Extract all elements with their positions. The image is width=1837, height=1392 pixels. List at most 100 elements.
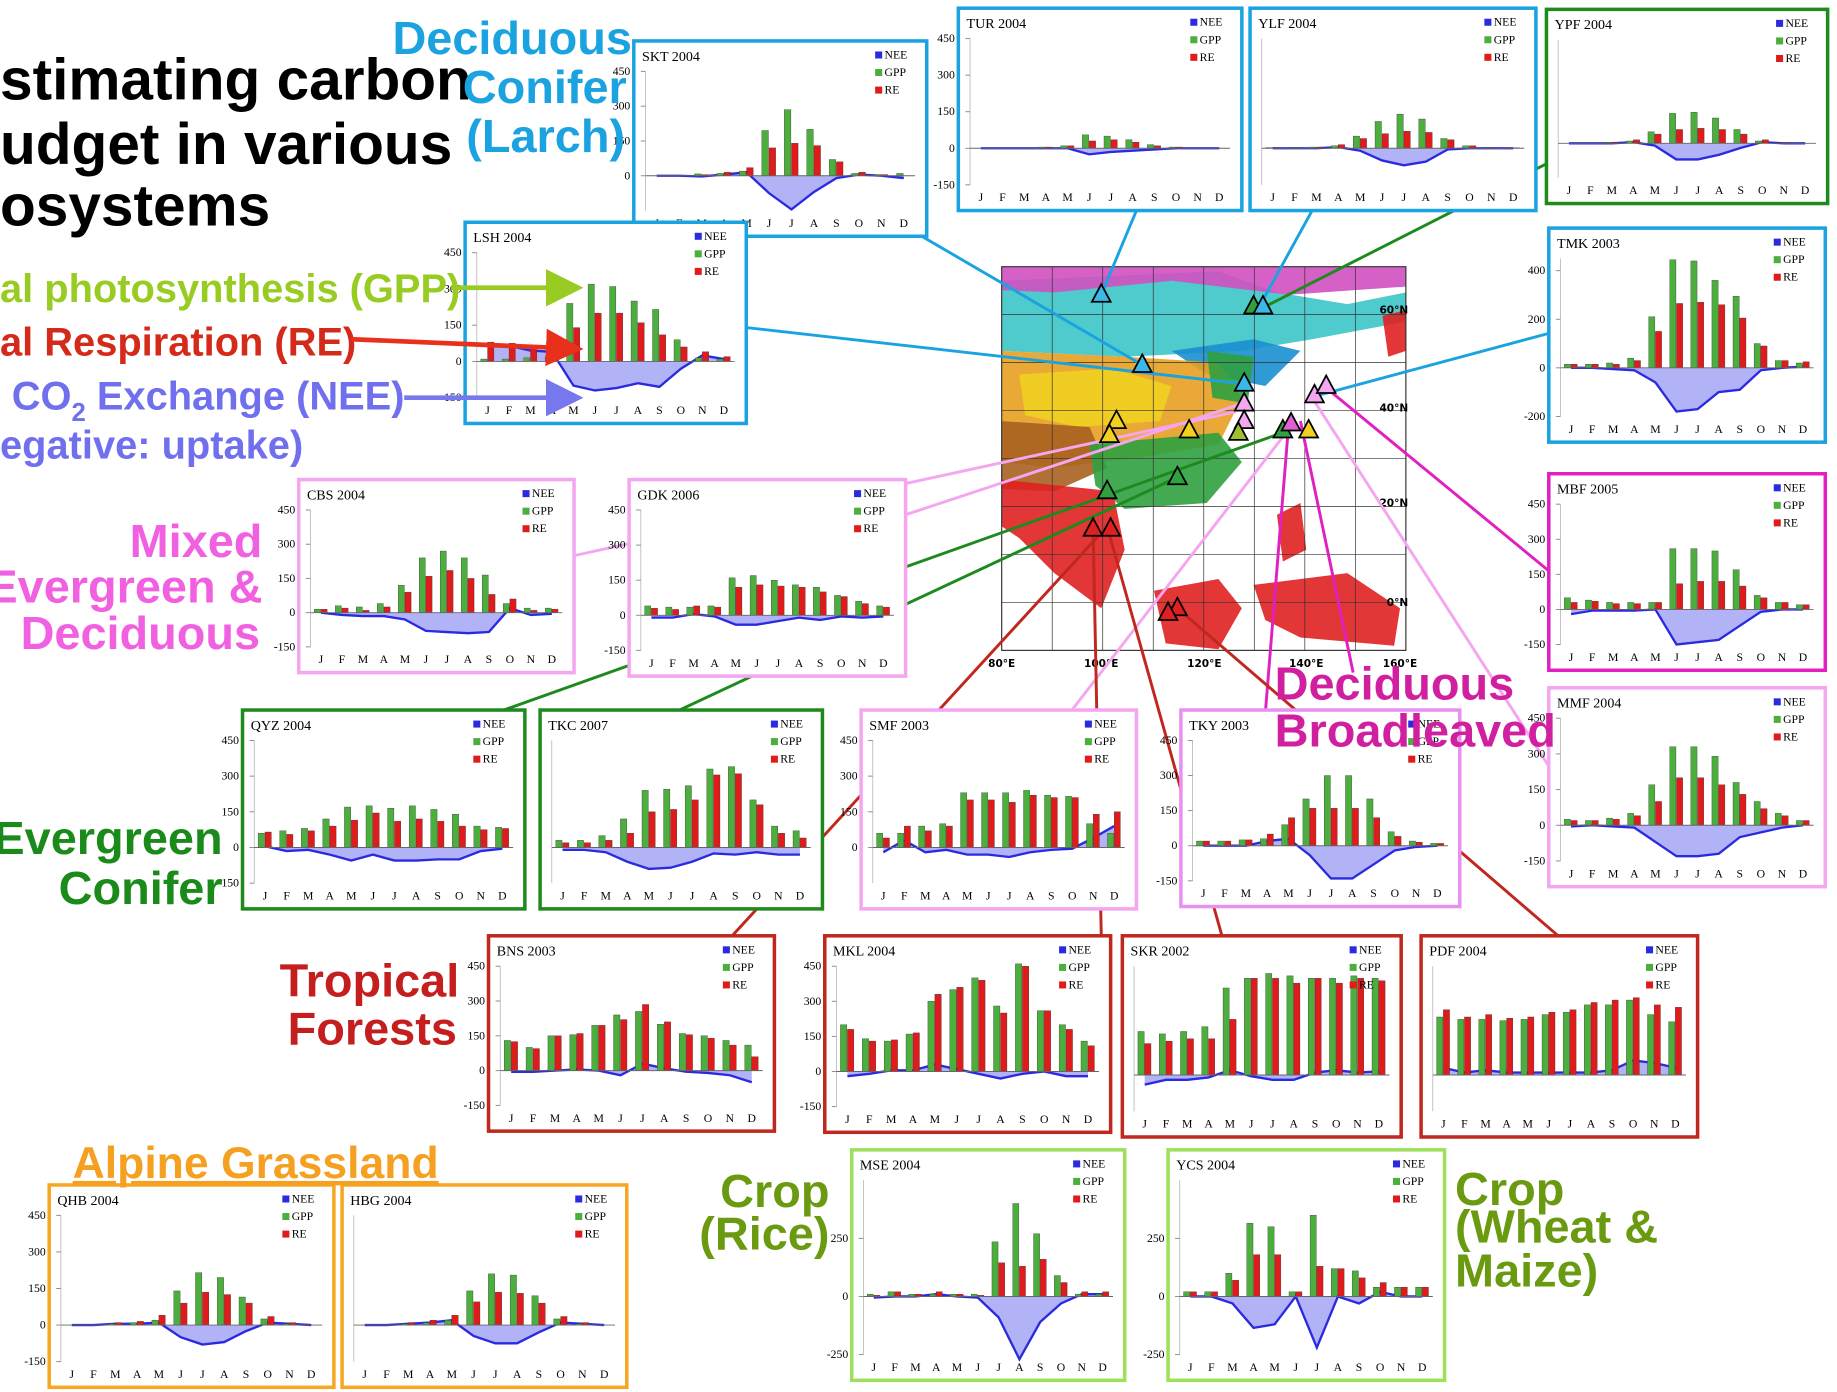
x-tick-label: S [1737,867,1744,880]
bar-gpp [792,584,799,616]
bar-gpp [523,607,531,613]
x-tick-label: A [810,217,819,230]
bar-re [648,811,656,848]
y-tick-label: 300 [278,538,296,551]
map-lon-label: 140°E [1289,658,1323,670]
legend-swatch [854,490,862,498]
bar-gpp [1733,129,1741,144]
bar-gpp [1265,973,1273,1076]
bar-re [1250,978,1258,1076]
bar-re [890,1039,898,1072]
y-tick-label: -150 [1524,854,1546,867]
bar-gpp [398,585,405,613]
x-tick-label: O [264,1368,272,1381]
bar-re [723,172,731,176]
bar-re [136,1321,144,1326]
bar-gpp [840,1024,848,1072]
legend-label: RE [1783,271,1798,284]
legend-swatch [473,720,481,728]
title-line: stimating carbon [0,47,472,112]
bar-re [1739,794,1747,826]
y-tick-label: 150 [804,1030,822,1043]
bar-gpp [761,130,769,176]
bar-gpp [1065,796,1072,848]
x-tick-label: J [954,1113,959,1126]
x-tick-label: J [1568,1118,1573,1131]
x-tick-label: J [1270,191,1275,204]
x-tick-label: A [660,1112,669,1125]
legend-swatch [722,946,730,954]
bar-re [180,1302,188,1326]
x-tick-label: S [817,657,824,670]
y-tick-label: 300 [613,100,631,113]
bar-gpp [1627,602,1634,610]
x-tick-label: O [855,217,863,230]
bar-re [1506,1018,1514,1076]
bar-re [473,1301,481,1326]
bar-gpp [1690,260,1698,369]
bar-gpp [1288,1291,1296,1297]
legend-swatch [575,1230,583,1238]
bar-gpp [502,603,510,613]
bar-gpp [1246,1223,1254,1297]
y-tick-label: 150 [608,574,626,587]
bar-re [509,598,517,613]
x-tick-label: J [560,890,565,903]
bar-gpp [1775,360,1782,369]
bar-gpp [444,1319,452,1326]
nee-area [320,608,552,634]
x-tick-label: A [1630,867,1639,880]
y-tick-label: 450 [278,504,296,517]
site-link [746,326,1243,386]
bar-re [532,1048,540,1071]
x-tick-label: A [1630,651,1639,664]
bar-gpp [1585,820,1592,826]
bar-re [1030,794,1037,848]
bar-gpp [1753,595,1761,610]
y-tick-label: 150 [937,105,955,118]
bar-re [998,1262,1005,1297]
legend-swatch [1776,37,1784,45]
x-tick-label: M [303,890,314,903]
bar-gpp [1374,121,1382,149]
bar-re [799,837,807,848]
x-tick-label: M [962,890,973,903]
x-tick-label: M [593,1112,604,1125]
nee-area [1571,825,1804,857]
bar-re [659,334,666,362]
legend-label: RE [1783,730,1798,743]
x-tick-label: A [1348,887,1357,900]
bar-re [791,143,799,176]
x-tick-label: J [263,890,268,903]
x-tick-label: N [285,1368,294,1381]
x-tick-label: M [920,890,931,903]
x-tick-label: F [383,1368,390,1381]
chart-frame [1166,1148,1447,1383]
group-label: Evergreen & [0,560,262,612]
y-tick-label: -150 [933,178,955,191]
chart-title: BNS 2003 [497,944,556,960]
x-tick-label: J [1569,423,1574,436]
bar-re [429,1319,437,1326]
chart-background [1168,1149,1445,1381]
x-tick-label: J [996,1361,1001,1374]
legend-label: NEE [1783,481,1806,494]
bar-re [778,833,785,848]
x-tick-label: O [837,657,845,670]
bar-gpp [883,1040,891,1072]
y-tick-label: 450 [28,1209,46,1222]
bar-gpp [707,605,715,616]
y-tick-label: 0 [1539,361,1545,374]
x-tick-label: N [1412,887,1421,900]
y-tick-label: 150 [221,805,239,818]
bar-gpp [644,605,652,616]
bar-re [1781,360,1789,369]
bar-gpp [749,799,757,848]
y-tick-label: 450 [804,960,822,973]
site-marker [1280,411,1302,432]
legend-swatch [1073,1160,1081,1168]
x-tick-label: A [1249,1361,1258,1374]
bar-re [883,837,890,848]
